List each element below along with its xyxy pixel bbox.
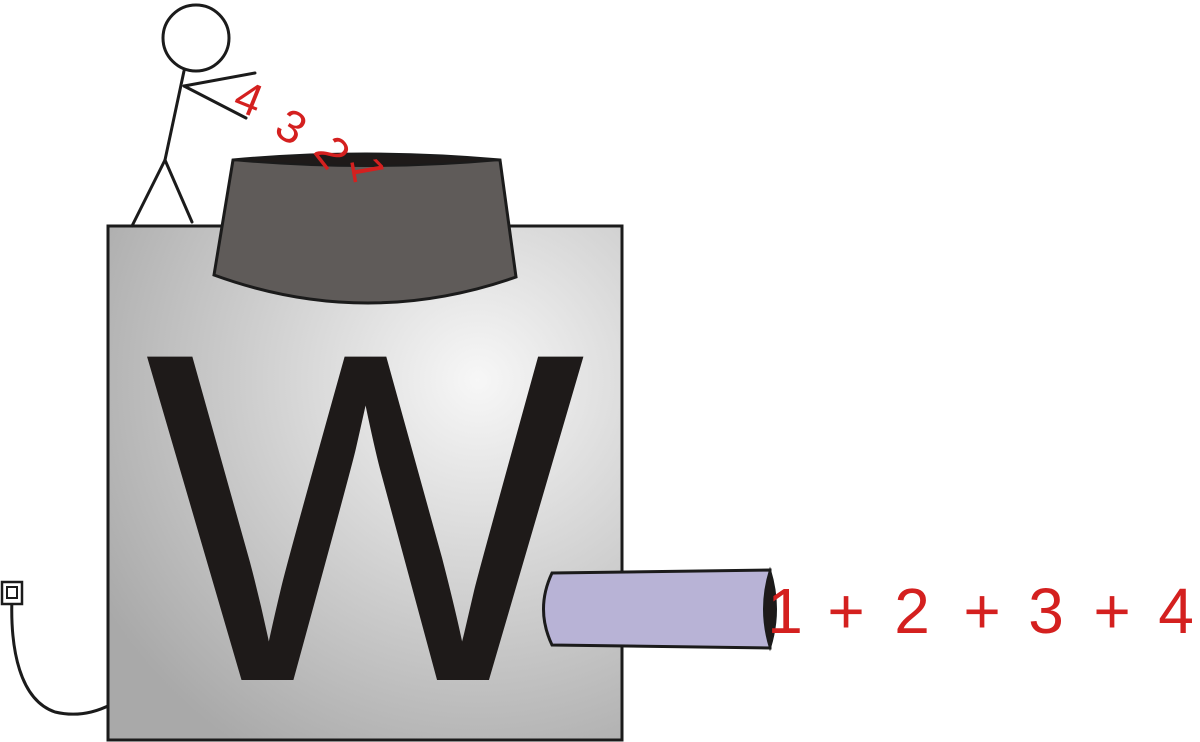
output-term: 2 [894,575,930,647]
input-number-3: 3 [267,98,316,156]
output-operator: + [1093,575,1130,647]
machine-label: W [145,255,589,742]
output-term: 1 [767,575,803,647]
hopper [212,152,518,305]
power-cord [10,596,111,716]
output-operator: + [827,575,864,647]
output-operator: + [963,575,1000,647]
output-expression: 1 + 2 + 3 + 4 [767,575,1194,647]
output-term: 4 [1158,575,1194,647]
power-plug-icon [0,580,24,606]
output-term: 3 [1028,575,1064,647]
outlet-pipe [542,566,777,652]
stick-figure [130,3,257,228]
figure-head [161,3,231,73]
